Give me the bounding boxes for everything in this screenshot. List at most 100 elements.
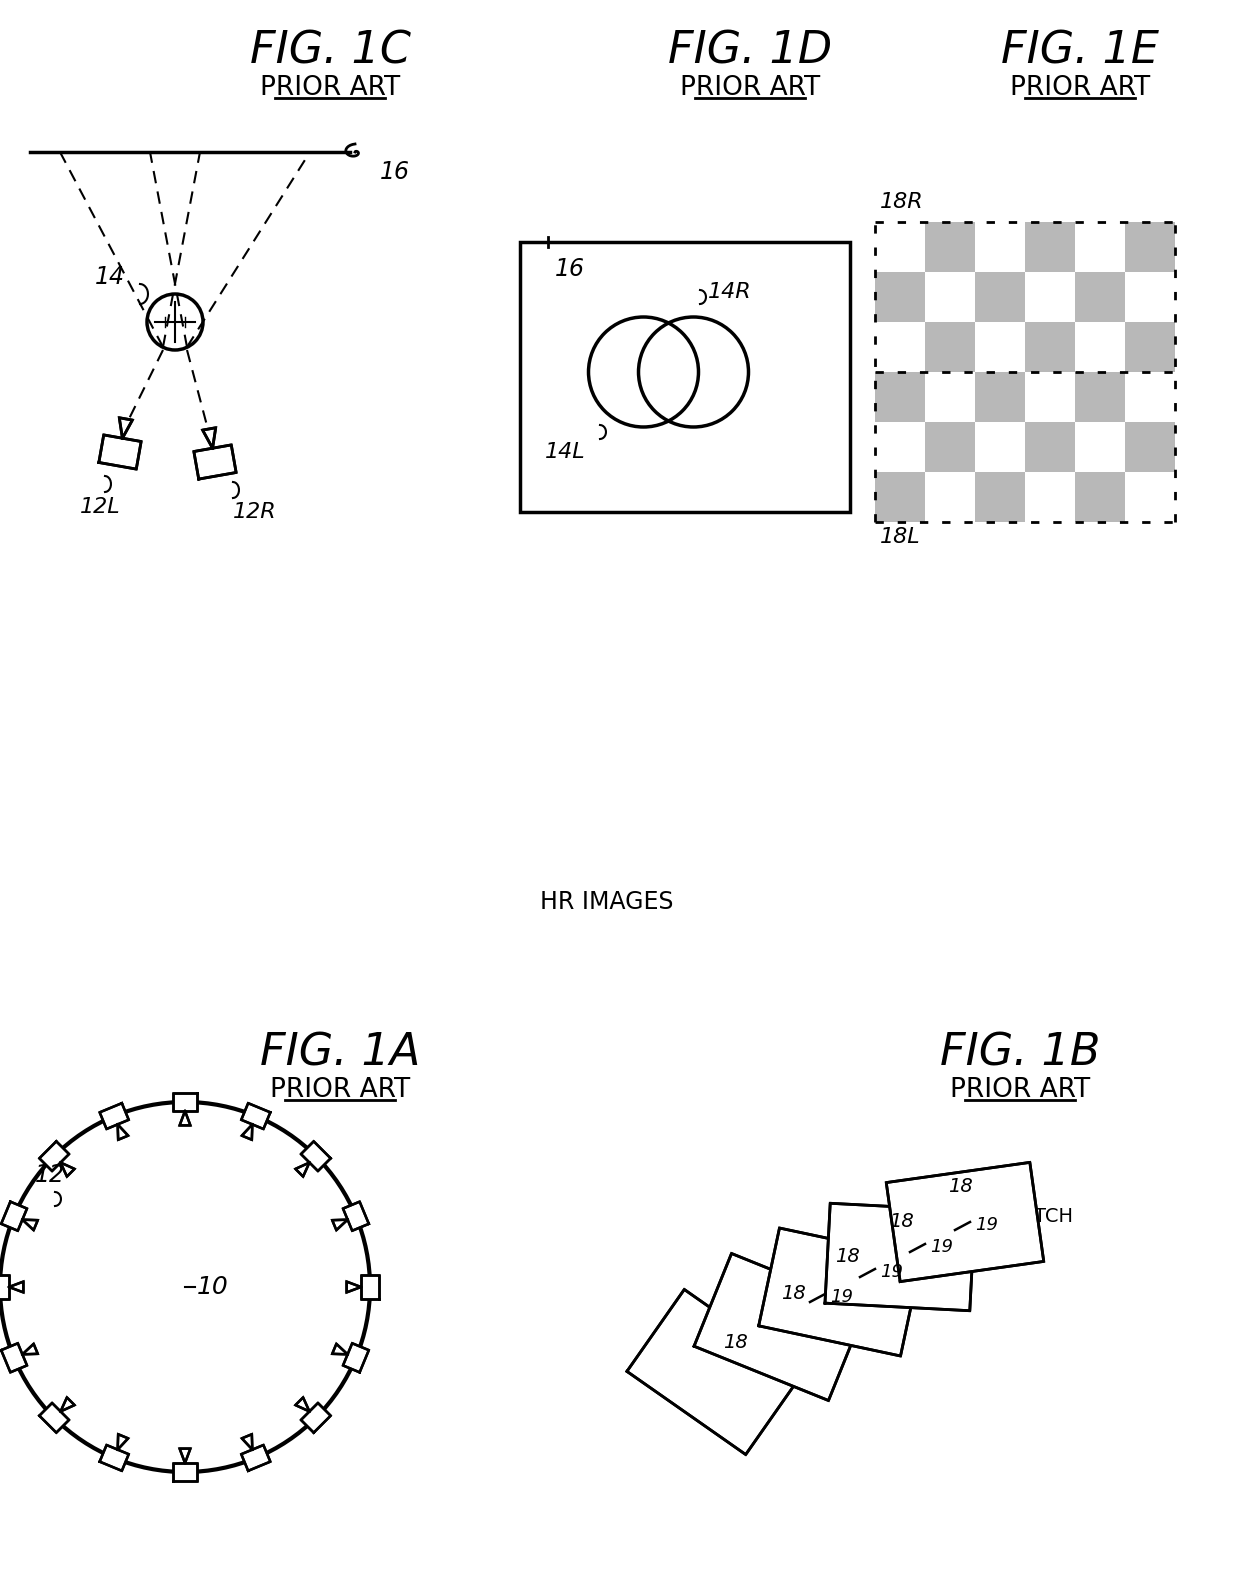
Bar [975, 323, 1025, 372]
Polygon shape [174, 1093, 197, 1111]
Bar [925, 221, 975, 272]
Polygon shape [627, 1289, 804, 1454]
Polygon shape [301, 1403, 331, 1433]
Polygon shape [694, 1253, 866, 1400]
Polygon shape [174, 1463, 197, 1481]
Text: 10: 10 [197, 1275, 228, 1299]
Polygon shape [242, 1444, 270, 1471]
Bar [975, 272, 1025, 323]
Polygon shape [825, 1204, 975, 1311]
Bar [875, 272, 925, 323]
Text: STITCH: STITCH [1004, 1207, 1074, 1226]
Bar [975, 471, 1025, 522]
Polygon shape [361, 1275, 379, 1299]
Bar [925, 471, 975, 522]
Polygon shape [1, 1202, 27, 1231]
Polygon shape [61, 1397, 74, 1411]
Text: HR IMAGES: HR IMAGES [539, 891, 673, 914]
Polygon shape [22, 1343, 37, 1354]
Text: 18: 18 [947, 1177, 972, 1196]
Polygon shape [99, 1444, 129, 1471]
Bar [1125, 372, 1176, 422]
Text: FIG. 1C: FIG. 1C [249, 30, 410, 73]
Text: 16: 16 [556, 256, 585, 282]
Bar [1075, 221, 1125, 272]
Text: 18: 18 [781, 1285, 806, 1304]
Text: 19: 19 [975, 1217, 998, 1234]
Text: 19: 19 [930, 1239, 954, 1256]
Bar [1025, 221, 1075, 272]
Polygon shape [0, 1275, 9, 1299]
Bar [1075, 272, 1125, 323]
Polygon shape [295, 1163, 310, 1177]
Bar [1075, 471, 1125, 522]
Bar [975, 422, 1025, 471]
Text: FIG. 1E: FIG. 1E [1001, 30, 1159, 73]
Polygon shape [40, 1403, 69, 1433]
Bar [875, 471, 925, 522]
Bar [875, 323, 925, 372]
Polygon shape [193, 445, 236, 479]
Text: 18: 18 [723, 1334, 748, 1353]
Bar [520, 242, 849, 513]
Polygon shape [202, 427, 216, 448]
Text: 18: 18 [889, 1212, 914, 1231]
Text: PRIOR ART: PRIOR ART [260, 74, 401, 101]
Bar [925, 323, 975, 372]
Bar [1125, 471, 1176, 522]
Polygon shape [99, 1103, 129, 1130]
Bar [975, 372, 1025, 422]
Bar [925, 372, 975, 422]
Polygon shape [119, 418, 133, 438]
Text: 18L: 18L [880, 527, 920, 547]
Polygon shape [118, 1435, 128, 1449]
Polygon shape [9, 1281, 24, 1292]
Text: 12: 12 [35, 1163, 64, 1186]
Bar [875, 221, 925, 272]
Bar [1125, 323, 1176, 372]
Bar [925, 422, 975, 471]
Text: PRIOR ART: PRIOR ART [680, 74, 820, 101]
Bar [975, 221, 1025, 272]
Text: PRIOR ART: PRIOR ART [1009, 74, 1151, 101]
Polygon shape [759, 1228, 921, 1356]
Bar [1025, 471, 1075, 522]
Text: 14: 14 [95, 266, 125, 290]
Bar [1025, 272, 1075, 323]
Polygon shape [61, 1163, 74, 1177]
Bar [875, 372, 925, 422]
Polygon shape [332, 1220, 347, 1231]
Bar [1075, 323, 1125, 372]
Polygon shape [343, 1343, 368, 1372]
Text: 12R: 12R [233, 501, 277, 522]
Text: FIG. 1A: FIG. 1A [260, 1031, 420, 1076]
Polygon shape [242, 1435, 253, 1449]
Text: 14R: 14R [708, 282, 751, 302]
Polygon shape [180, 1111, 191, 1125]
Bar [1025, 372, 1075, 422]
Text: 18R: 18R [880, 191, 924, 212]
Polygon shape [242, 1125, 253, 1139]
Bar [1025, 323, 1075, 372]
Text: 12L: 12L [79, 497, 120, 517]
Polygon shape [40, 1141, 69, 1171]
Text: 16: 16 [379, 160, 410, 184]
Polygon shape [180, 1449, 191, 1463]
Polygon shape [343, 1202, 368, 1231]
Text: PRIOR ART: PRIOR ART [270, 1077, 410, 1103]
Text: 19: 19 [830, 1288, 853, 1307]
Text: 14L: 14L [544, 441, 585, 462]
Text: FIG. 1B: FIG. 1B [940, 1031, 1100, 1076]
Text: 19: 19 [880, 1262, 903, 1281]
Bar [1075, 422, 1125, 471]
Text: 18: 18 [835, 1247, 859, 1266]
Text: FIG. 1D: FIG. 1D [668, 30, 832, 73]
Text: PRIOR ART: PRIOR ART [950, 1077, 1090, 1103]
Polygon shape [295, 1397, 310, 1411]
Polygon shape [118, 1125, 128, 1139]
Polygon shape [99, 435, 141, 470]
Polygon shape [887, 1163, 1044, 1281]
Bar [1125, 272, 1176, 323]
Bar [1125, 221, 1176, 272]
Bar [1025, 422, 1075, 471]
